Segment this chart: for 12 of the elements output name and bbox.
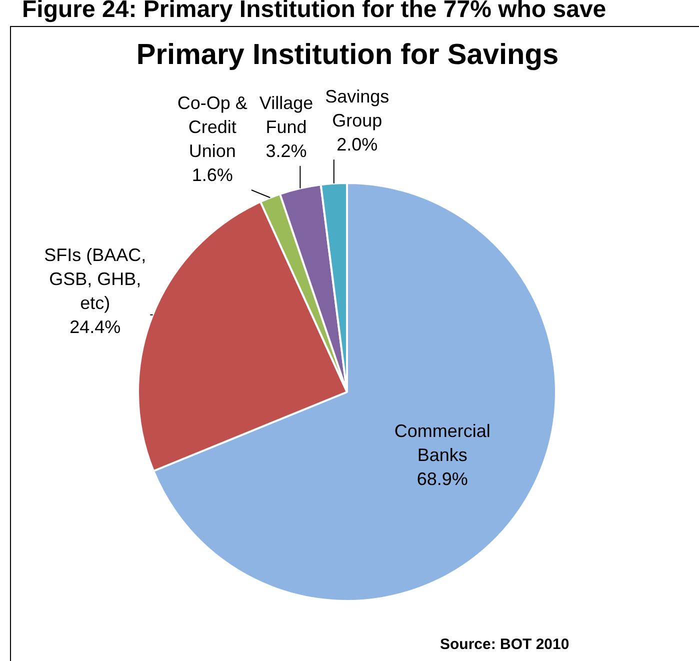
- slice-label: SFIs (BAAC, GSB, GHB, etc): [44, 244, 146, 313]
- data-label: 3.2%: [266, 140, 307, 161]
- slice-label: Commercial Banks: [394, 421, 490, 466]
- chart-title: Primary Institution for Savings: [136, 39, 559, 71]
- data-label: 24.4%: [70, 316, 121, 337]
- data-label: 2.0%: [336, 134, 378, 154]
- data-label: 1.6%: [192, 164, 233, 185]
- source-note: Source: BOT 2010: [440, 636, 570, 653]
- slice-label: Village Fund: [259, 92, 314, 137]
- data-label: 68.9%: [416, 469, 468, 490]
- slice-label: Co-Op & Credit Union: [177, 92, 248, 161]
- slice-label: Savings Group: [325, 86, 390, 130]
